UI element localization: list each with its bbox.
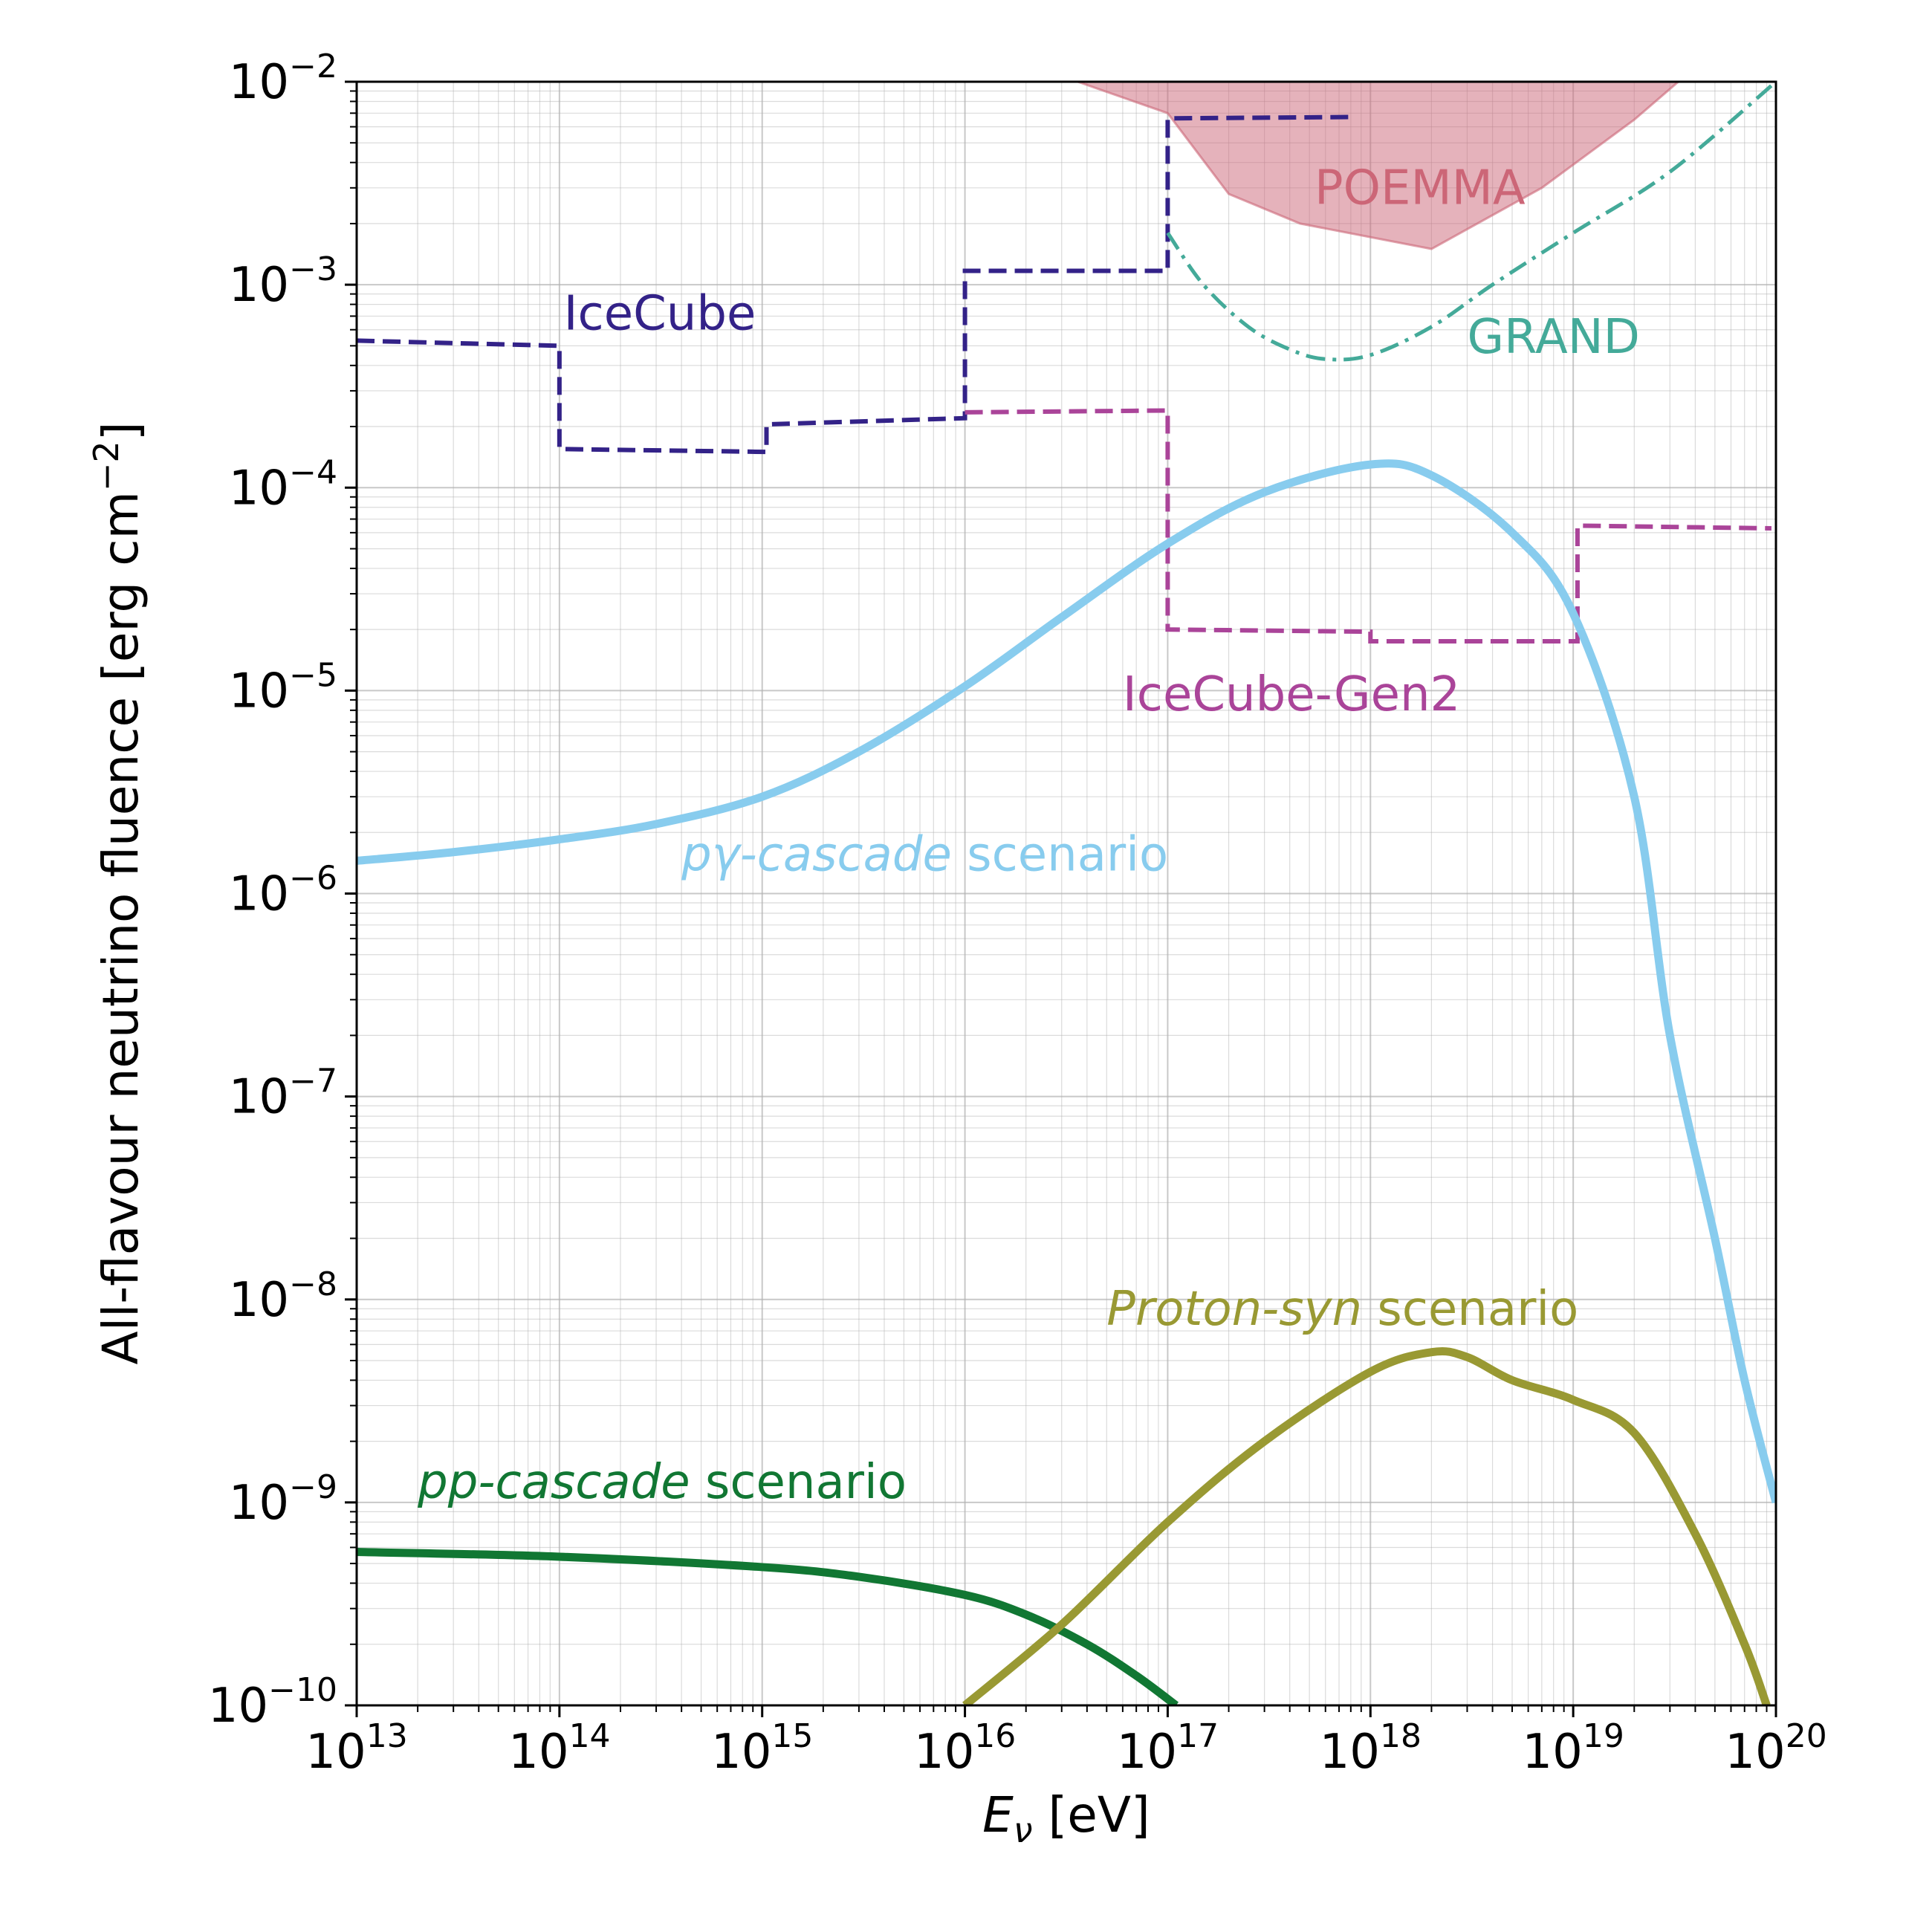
y-tick-exponent: −6 bbox=[289, 860, 337, 898]
series-labels: POEMMA IceCube IceCube-Gen2 GRAND pγ-cascade… bbox=[417, 161, 1640, 1510]
x-tick-exponent: 20 bbox=[1786, 1717, 1827, 1755]
series-pp-line bbox=[357, 1548, 1179, 1705]
series-gen2-line bbox=[965, 408, 1771, 644]
x-tick-base: 10 bbox=[305, 1725, 366, 1780]
y-axis-title: All-flavour neutrino fluence [erg cm−2] bbox=[86, 422, 149, 1365]
x-tick-label: 1016 bbox=[914, 1717, 1016, 1780]
y-tick-exponent: −7 bbox=[289, 1063, 337, 1100]
y-tick-label: 10−7 bbox=[229, 1063, 337, 1125]
series-pp-label-text: scenario bbox=[690, 1455, 907, 1510]
series-protonsyn-label-italic: Proton-syn bbox=[1106, 1282, 1362, 1337]
y-tick-label: 10−3 bbox=[229, 250, 337, 313]
y-tick-exponent: −8 bbox=[289, 1265, 337, 1303]
y-tick-label: 10−10 bbox=[208, 1671, 337, 1734]
y-tick-exponent: −5 bbox=[289, 656, 337, 694]
y-tick-exponent: −3 bbox=[289, 250, 337, 288]
series-icecube-line bbox=[357, 114, 1351, 455]
series-gen2-label: IceCube-Gen2 bbox=[1123, 667, 1460, 722]
y-tick-base: 10 bbox=[208, 1679, 268, 1734]
y-tick-exponent: −10 bbox=[268, 1671, 337, 1709]
y-tick-label: 10−9 bbox=[229, 1468, 337, 1531]
x-tick-exponent: 15 bbox=[771, 1717, 813, 1755]
series-pp-label: pp-cascade scenario bbox=[417, 1455, 907, 1510]
y-axis-end: ] bbox=[92, 422, 149, 441]
series-poemma-label-text: POEMMA bbox=[1315, 161, 1526, 215]
x-tick-exponent: 18 bbox=[1380, 1717, 1422, 1755]
x-tick-exponent: 16 bbox=[974, 1717, 1016, 1755]
y-tick-base: 10 bbox=[229, 55, 289, 110]
series-pp-label-italic: pp-cascade bbox=[417, 1455, 690, 1510]
y-tick-base: 10 bbox=[229, 258, 289, 313]
y-tick-label: 10−8 bbox=[229, 1265, 337, 1328]
x-tick-base: 10 bbox=[1320, 1725, 1380, 1780]
major-gridlines bbox=[356, 81, 1777, 1706]
x-tick-label: 1013 bbox=[305, 1717, 407, 1780]
series-pgamma-label: pγ-cascade scenario bbox=[681, 827, 1168, 882]
x-tick-labels: 1013 1014 1015 1016 1017 1018 1019 1020 bbox=[305, 1717, 1826, 1780]
y-tick-base: 10 bbox=[229, 1273, 289, 1328]
y-tick-label: 10−6 bbox=[229, 860, 337, 922]
series-poemma-area bbox=[1077, 82, 1680, 250]
y-tick-base: 10 bbox=[229, 664, 289, 719]
x-axis-unit: [eV] bbox=[1033, 1786, 1150, 1844]
series-pgamma-line bbox=[357, 459, 1776, 1504]
x-axis-title: Eν [eV] bbox=[982, 1786, 1150, 1850]
y-tick-base: 10 bbox=[229, 1476, 289, 1531]
series-gen2-label-text: IceCube-Gen2 bbox=[1123, 667, 1460, 722]
y-tick-base: 10 bbox=[229, 461, 289, 516]
x-tick-base: 10 bbox=[508, 1725, 568, 1780]
y-tick-label: 10−4 bbox=[229, 453, 337, 516]
series-grand-label: GRAND bbox=[1467, 310, 1639, 365]
series-protonsyn-label: Proton-syn scenario bbox=[1106, 1282, 1578, 1337]
x-tick-label: 1019 bbox=[1522, 1717, 1624, 1780]
x-axis-subscript: ν bbox=[1014, 1810, 1033, 1850]
series-protonsyn-label-text: scenario bbox=[1362, 1282, 1578, 1337]
x-tick-exponent: 19 bbox=[1583, 1717, 1624, 1755]
y-tick-base: 10 bbox=[229, 1070, 289, 1125]
series-protonsyn-line bbox=[962, 1346, 1771, 1705]
x-tick-base: 10 bbox=[1725, 1725, 1785, 1780]
series-icecube-label-text: IceCube bbox=[564, 287, 756, 342]
y-tick-exponent: −4 bbox=[289, 453, 337, 491]
y-tick-base: 10 bbox=[229, 867, 289, 922]
x-tick-exponent: 13 bbox=[366, 1717, 408, 1755]
y-tick-label: 10−2 bbox=[229, 48, 337, 110]
x-tick-exponent: 14 bbox=[569, 1717, 611, 1755]
y-tick-exponent: −9 bbox=[289, 1468, 337, 1506]
x-tick-exponent: 17 bbox=[1177, 1717, 1219, 1755]
x-tick-label: 1017 bbox=[1117, 1717, 1219, 1780]
x-tick-base: 10 bbox=[1522, 1725, 1582, 1780]
series-icecube-label: IceCube bbox=[564, 287, 756, 342]
series-layer bbox=[357, 82, 1776, 1705]
series-grand-label-text: GRAND bbox=[1467, 310, 1639, 365]
x-tick-base: 10 bbox=[914, 1725, 974, 1780]
y-axis-main: All-flavour neutrino fluence [erg cm bbox=[92, 491, 149, 1364]
series-pgamma-label-italic: pγ-cascade bbox=[681, 827, 952, 882]
y-axis-exponent: −2 bbox=[86, 441, 126, 491]
series-pgamma-label-text: scenario bbox=[952, 827, 1168, 882]
tick-marks bbox=[345, 80, 1777, 1717]
x-tick-label: 1018 bbox=[1320, 1717, 1422, 1780]
x-tick-label: 1020 bbox=[1725, 1717, 1826, 1780]
x-tick-base: 10 bbox=[711, 1725, 771, 1780]
x-tick-label: 1015 bbox=[711, 1717, 813, 1780]
y-tick-label: 10−5 bbox=[229, 656, 337, 719]
series-poemma-label: POEMMA bbox=[1315, 161, 1526, 215]
x-axis-symbol: E bbox=[982, 1786, 1014, 1844]
x-tick-label: 1014 bbox=[508, 1717, 610, 1780]
x-tick-base: 10 bbox=[1117, 1725, 1177, 1780]
y-tick-exponent: −2 bbox=[289, 48, 337, 85]
y-tick-labels: 10−210−310−410−510−610−710−810−910−10 bbox=[208, 48, 337, 1734]
series-grand-line bbox=[1166, 82, 1776, 362]
